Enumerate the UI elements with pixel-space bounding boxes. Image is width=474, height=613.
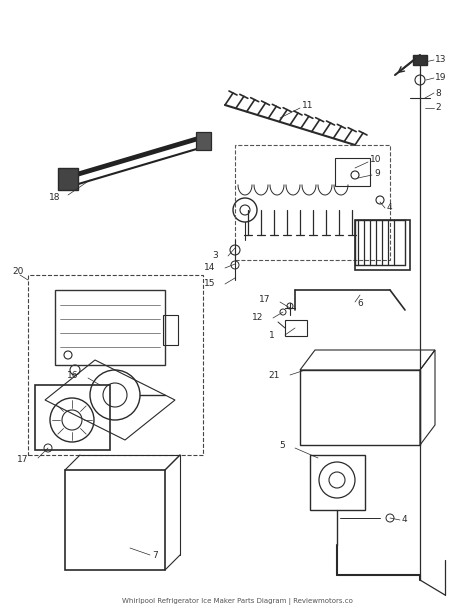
Text: 4: 4 <box>402 516 408 525</box>
Bar <box>413 55 427 65</box>
Text: Whirlpool Refrigerator Ice Maker Parts Diagram | Reviewmotors.co: Whirlpool Refrigerator Ice Maker Parts D… <box>121 598 353 605</box>
Text: 17: 17 <box>258 295 270 305</box>
Bar <box>28 275 203 455</box>
Text: 5: 5 <box>279 441 285 451</box>
Text: 6: 6 <box>357 299 363 308</box>
Text: 13: 13 <box>435 56 447 64</box>
Bar <box>335 158 370 186</box>
Bar <box>196 132 211 150</box>
Text: 15: 15 <box>203 280 215 289</box>
Text: 4: 4 <box>387 204 392 213</box>
Text: 7: 7 <box>152 552 158 560</box>
Text: 3: 3 <box>212 251 218 261</box>
Text: 2: 2 <box>435 104 441 113</box>
Bar <box>55 290 165 365</box>
Bar <box>163 315 178 345</box>
Text: 19: 19 <box>435 74 447 83</box>
Text: 10: 10 <box>370 156 382 164</box>
Text: 12: 12 <box>252 313 263 322</box>
Text: 14: 14 <box>204 264 215 273</box>
Bar <box>235 145 390 260</box>
Text: 16: 16 <box>66 370 78 379</box>
Text: 8: 8 <box>435 88 441 97</box>
Text: 9: 9 <box>374 170 380 178</box>
Text: 11: 11 <box>302 102 313 110</box>
Bar <box>285 320 307 336</box>
Text: 20: 20 <box>12 267 23 276</box>
Bar <box>35 385 110 450</box>
Bar <box>58 168 78 190</box>
Bar <box>355 220 410 270</box>
Bar <box>65 470 165 570</box>
Text: 18: 18 <box>48 194 60 202</box>
Text: 1: 1 <box>269 330 275 340</box>
Text: 21: 21 <box>269 370 280 379</box>
Bar <box>300 370 420 445</box>
Bar <box>310 455 365 510</box>
Text: 17: 17 <box>17 455 28 465</box>
